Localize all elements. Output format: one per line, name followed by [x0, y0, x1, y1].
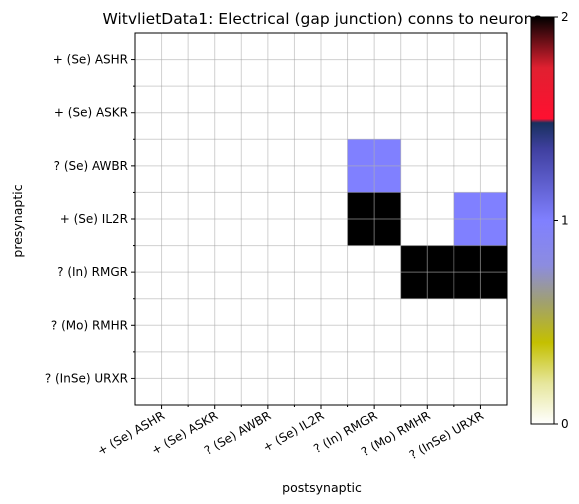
y-tick-label: ? (Se) AWBR: [54, 159, 128, 173]
y-tick-label: + (Se) ASHR: [53, 53, 128, 67]
y-tick-label: + (Se) ASKR: [54, 106, 128, 120]
chart-title: WitvlietData1: Electrical (gap junction)…: [103, 10, 542, 28]
colorbar-ticks: 0 1 2: [554, 10, 569, 431]
y-tick-label: ? (In) RMGR: [57, 265, 128, 279]
x-axis-label: postsynaptic: [282, 480, 362, 495]
y-axis-label: presynaptic: [10, 184, 25, 257]
y-axis-ticks: + (Se) ASHR + (Se) ASKR ? (Se) AWBR + (Se) …: [45, 53, 135, 385]
y-tick-label: + (Se) IL2R: [60, 212, 128, 226]
y-tick-label: ? (InSe) URXR: [45, 371, 128, 385]
colorbar: [530, 16, 555, 425]
x-axis-ticks: + (Se) ASHR+ (Se) ASKR? (Se) AWBR+ (Se) …: [95, 405, 486, 462]
colorbar-tick-label: 2: [561, 10, 569, 24]
y-tick-label: ? (Mo) RMHR: [51, 318, 128, 332]
colorbar-tick-label: 1: [561, 214, 569, 228]
gridlines: [135, 33, 507, 405]
colorbar-tick-label: 0: [561, 417, 569, 431]
